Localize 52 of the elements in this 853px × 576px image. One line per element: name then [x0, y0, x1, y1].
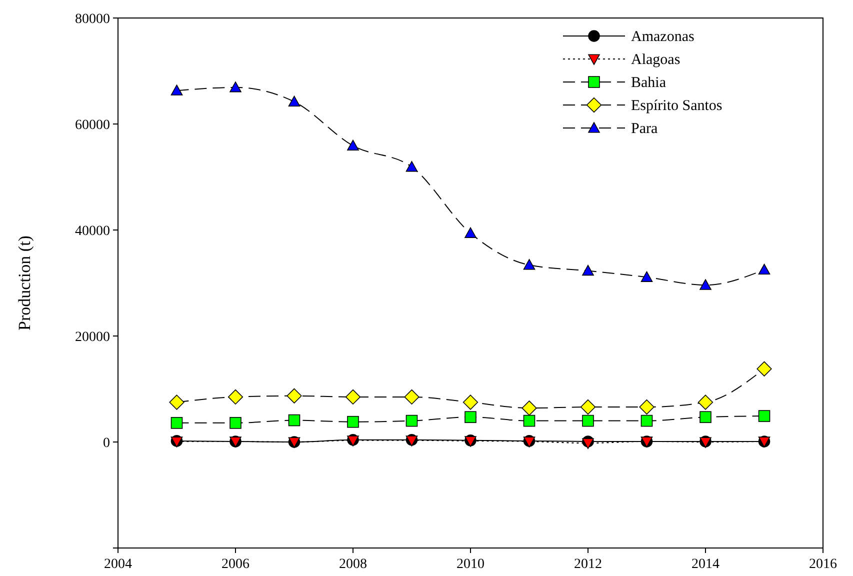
legend-label: Amazonas: [631, 29, 694, 45]
x-tick-label: 2004: [104, 557, 132, 572]
point: [639, 399, 654, 415]
point: [406, 414, 418, 427]
point: [404, 389, 420, 404]
point: [700, 279, 712, 290]
point: [170, 417, 183, 429]
y-tick-label: 60000: [75, 118, 110, 133]
legend-label: Alagoas: [631, 52, 680, 68]
point: [582, 414, 594, 427]
x-tick-label: 2012: [574, 557, 602, 572]
point: [230, 82, 242, 92]
point: [406, 161, 418, 172]
point: [230, 417, 242, 429]
x-tick-label: 2014: [692, 557, 720, 572]
point: [523, 414, 536, 427]
y-tick-label: 20000: [75, 330, 110, 345]
point: [464, 227, 476, 238]
point: [758, 410, 770, 422]
point: [640, 271, 653, 282]
x-tick-label: 2008: [339, 557, 367, 572]
legend-label: Bahia: [631, 75, 666, 91]
point: [756, 361, 772, 376]
point: [758, 264, 770, 275]
point: [700, 411, 712, 423]
x-tick-label: 2010: [456, 557, 484, 572]
x-tick-label: 2006: [222, 557, 250, 572]
point: [462, 394, 478, 410]
legend-label: Para: [631, 121, 658, 137]
point: [345, 389, 361, 404]
point: [580, 399, 596, 415]
point: [698, 394, 714, 410]
point: [286, 388, 302, 404]
point: [523, 259, 536, 270]
point: [170, 84, 183, 96]
point: [640, 414, 653, 427]
point: [288, 414, 300, 426]
point: [522, 400, 537, 416]
point: [169, 394, 184, 410]
x-tick-label: 2016: [809, 557, 837, 572]
y-tick-label: 80000: [75, 12, 110, 27]
point: [347, 416, 359, 428]
point: [582, 438, 594, 449]
legend-label: Espírito Santos: [631, 98, 722, 114]
point: [582, 264, 594, 276]
point: [228, 389, 244, 404]
point: [347, 140, 359, 151]
y-tick-label: 0: [103, 436, 110, 451]
y-tick-label: 40000: [75, 224, 110, 239]
point: [464, 411, 476, 423]
point: [288, 96, 300, 107]
y-axis-title: Production (t): [15, 236, 34, 330]
